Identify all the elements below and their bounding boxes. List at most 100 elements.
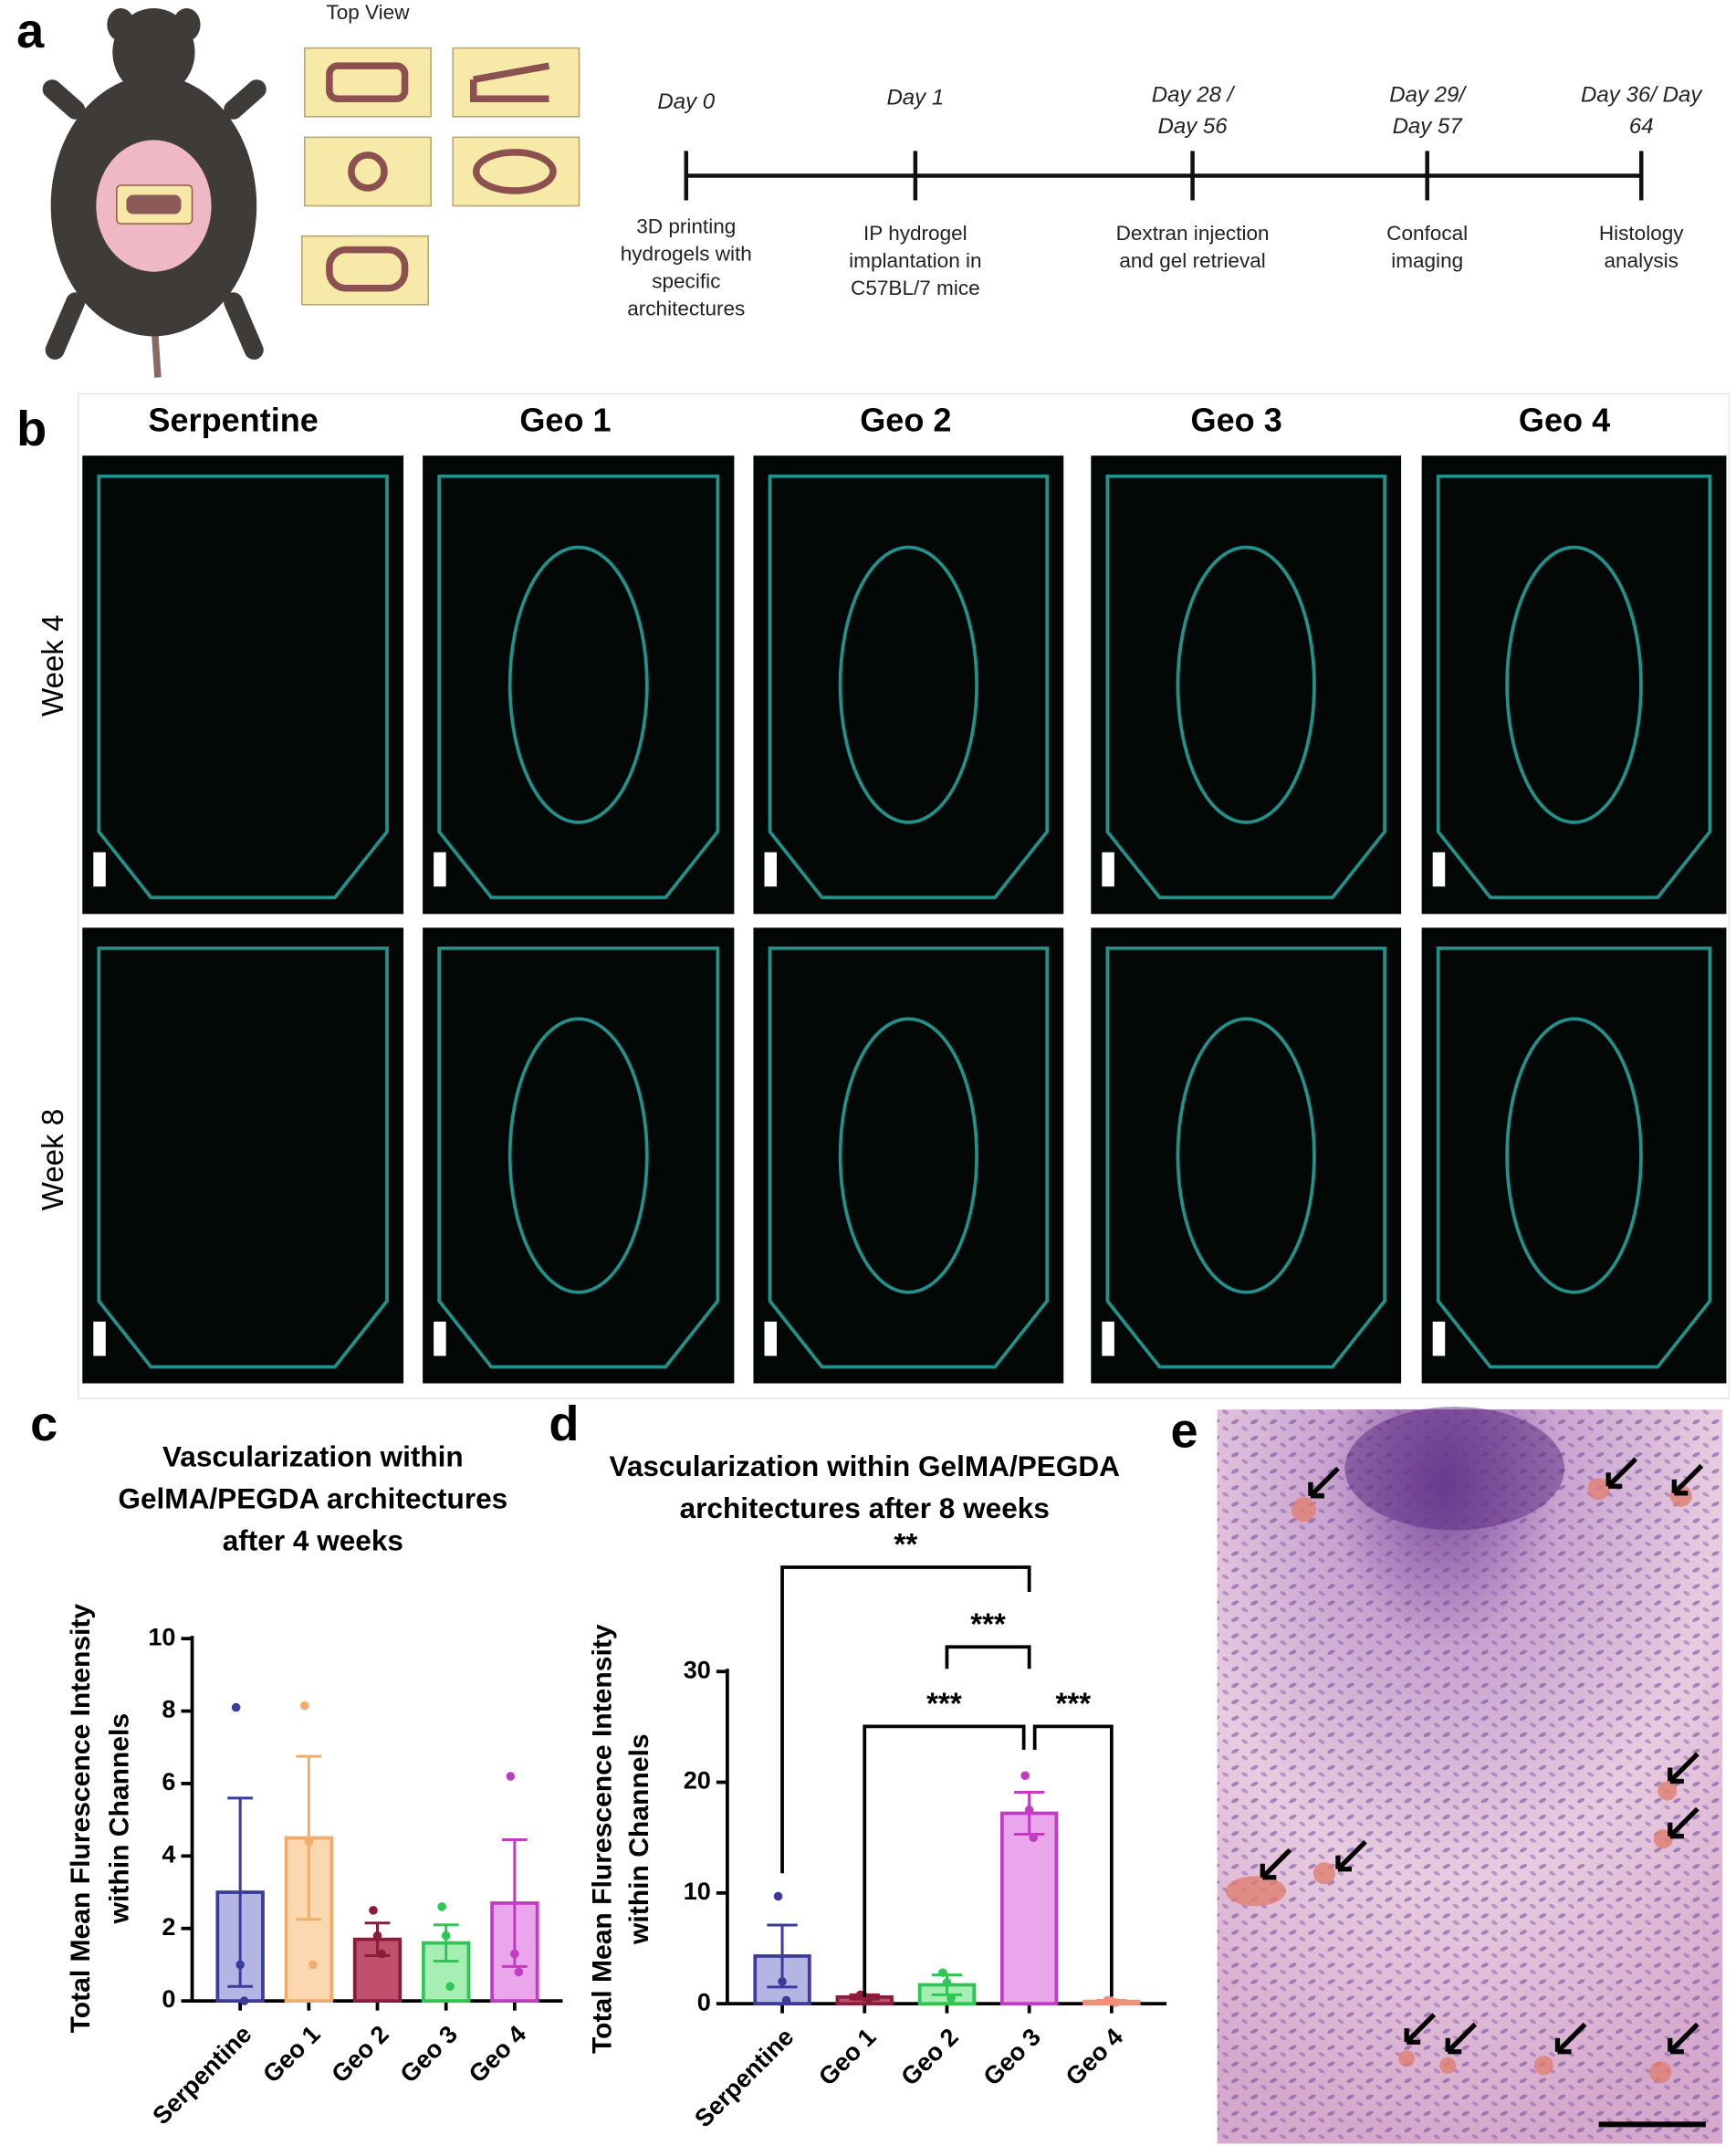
data-point — [377, 1949, 386, 1959]
column-header: Geo 2 — [860, 402, 951, 439]
data-point — [300, 1701, 309, 1711]
row-label: Week 4 — [37, 614, 70, 717]
timeline-event: implantation in — [849, 249, 981, 272]
timeline-event: and gel retrieval — [1119, 249, 1265, 272]
channel — [838, 1017, 978, 1294]
y-tick-label: 30 — [684, 1656, 711, 1683]
confocal-tile — [1091, 927, 1402, 1384]
timeline-day: Day 36/ Day — [1581, 83, 1703, 108]
x-tick-label: Geo 2 — [895, 2023, 963, 2090]
significance-bracket — [780, 1565, 1031, 1874]
x-tick-label: Geo 2 — [326, 2020, 393, 2088]
column-header: Geo 1 — [519, 402, 611, 439]
channel — [1176, 1017, 1316, 1294]
data-point — [510, 1949, 519, 1959]
data-point — [942, 1978, 952, 1987]
panel-label: a — [16, 4, 45, 58]
data-point — [1024, 1805, 1034, 1815]
confocal-tile — [423, 455, 735, 915]
significance-bracket — [1032, 1724, 1114, 1997]
scale-bar — [1432, 1321, 1446, 1356]
confocal-tile — [753, 927, 1064, 1384]
timeline-day: Day 0 — [657, 89, 715, 114]
hydrogel-outline — [1436, 947, 1712, 1369]
data-point — [309, 1960, 318, 1970]
data-point — [778, 1977, 787, 1986]
timeline-event: architectures — [627, 298, 745, 320]
timeline-event: Confocal — [1386, 222, 1468, 245]
y-axis-label: within Channels — [624, 1733, 654, 1945]
histology-image — [1217, 1407, 1722, 2144]
timeline-event: C57BL/7 mice — [851, 277, 980, 299]
timeline-day: Day 1 — [886, 86, 944, 110]
channel — [1505, 545, 1643, 824]
confocal-tile — [423, 927, 735, 1384]
panel-label: e — [1171, 1403, 1198, 1458]
scale-bar — [764, 852, 778, 887]
data-point — [506, 1772, 516, 1781]
channel — [1176, 545, 1316, 824]
error-bar — [227, 1796, 254, 1988]
data-point — [1020, 1771, 1030, 1781]
timeline-event: specific — [652, 270, 720, 293]
panel-frame — [77, 392, 1731, 1399]
column-header: Serpentine — [148, 402, 318, 439]
data-point — [369, 1906, 378, 1915]
scale-bar — [434, 852, 446, 887]
y-tick-label: 0 — [697, 1988, 711, 2015]
timeline-labels: Day 0 3D printing hydrogels with specific ar… — [621, 83, 1704, 320]
hydrogel-outline — [768, 947, 1050, 1369]
significance-label: *** — [1055, 1688, 1091, 1722]
channel — [507, 545, 649, 824]
panel-label: d — [549, 1397, 579, 1451]
confocal-tile — [1091, 455, 1402, 915]
timeline-event: imaging — [1391, 249, 1463, 272]
significance-label: *** — [970, 1607, 1006, 1641]
timeline-day: Day 29/ — [1389, 83, 1467, 108]
data-point — [773, 1891, 783, 1901]
x-tick-label: Geo 4 — [464, 2020, 531, 2088]
timeline-day: Day 57 — [1393, 114, 1464, 139]
x-tick-label: Geo 1 — [813, 2023, 881, 2090]
panel-b-labels: Serpentine Geo 1 Geo 2 Geo 3 Geo 4 Week 4 Week… — [37, 402, 1610, 1211]
timeline-event: analysis — [1604, 249, 1678, 272]
significance-bracket — [945, 1645, 1031, 1669]
data-point — [781, 1995, 791, 2005]
x-tick-label: Geo 4 — [1061, 2023, 1128, 2090]
bar — [1000, 1811, 1059, 2005]
hydrogel-outline — [437, 947, 720, 1369]
mouse-illustration — [42, 8, 267, 378]
error-bar — [767, 1923, 798, 1989]
scale-bar — [764, 1321, 778, 1356]
y-axis-label: Total Mean Flurescence Intensity — [66, 1604, 96, 2034]
timeline-event: Dextran injection — [1116, 222, 1270, 245]
hydrogel-outline — [1105, 947, 1386, 1369]
x-tick-label: Serpentine — [147, 2020, 256, 2130]
chart-title: architectures after 8 weeks — [680, 1491, 1050, 1524]
error-bar — [501, 1837, 528, 1968]
data-point — [863, 1994, 873, 2004]
timeline-event: IP hydrogel — [863, 222, 967, 245]
top-view-label: Top View — [326, 1, 410, 24]
y-tick-label: 10 — [148, 1623, 175, 1650]
timeline-day: 64 — [1629, 114, 1654, 139]
data-point — [235, 1960, 245, 1970]
significance-label: ** — [894, 1528, 917, 1562]
timeline-event: Histology — [1599, 222, 1684, 245]
y-tick-label: 0 — [162, 1985, 175, 2013]
significance-bracket — [863, 1724, 1026, 1997]
confocal-tile — [82, 455, 404, 915]
hydrogel-outline — [437, 474, 720, 900]
timeline-day: Day 56 — [1157, 114, 1228, 139]
y-tick-label: 10 — [684, 1878, 711, 1905]
hydrogel-outline — [1105, 474, 1386, 900]
channel — [1505, 1017, 1643, 1294]
column-header: Geo 4 — [1519, 402, 1610, 439]
x-tick-label: Serpentine — [689, 2023, 799, 2132]
charts: Vascularization within GelMA/PEGDA archit… — [66, 1440, 1167, 2132]
channel — [507, 1017, 649, 1294]
data-point — [239, 1996, 249, 2005]
data-point — [1029, 1833, 1038, 1842]
chart-title: after 4 weeks — [223, 1523, 403, 1556]
scale-bar — [1432, 852, 1446, 887]
